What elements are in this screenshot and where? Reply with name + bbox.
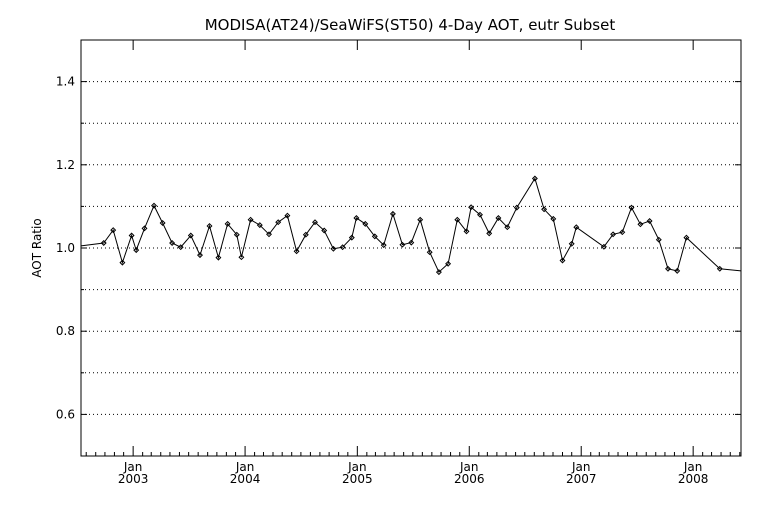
x-tick-month: Jan [683, 460, 703, 474]
data-point [256, 222, 263, 229]
data-point [177, 244, 184, 251]
data-point [559, 257, 566, 264]
series-group [80, 175, 742, 276]
data-point [371, 233, 378, 240]
data-point [463, 228, 470, 235]
data-point [293, 248, 300, 255]
x-tick-month: Jan [571, 460, 591, 474]
data-point [348, 234, 355, 241]
x-tick-year: 2007 [566, 472, 597, 486]
data-point [266, 231, 272, 238]
data-point [573, 224, 580, 231]
data-point [206, 223, 213, 229]
x-tick-year: 2006 [454, 472, 485, 486]
data-point [408, 239, 415, 246]
data-point [330, 245, 337, 252]
data-point [468, 204, 475, 211]
data-point [380, 242, 387, 249]
data-point [133, 247, 140, 254]
data-point [353, 215, 360, 221]
data-point [302, 231, 309, 238]
data-point [646, 218, 653, 224]
data-point [716, 265, 723, 272]
data-point [628, 204, 635, 211]
series-line [80, 177, 742, 273]
data-point [247, 216, 254, 223]
chart-title: MODISA(AT24)/SeaWiFS(ST50) 4-Day AOT, eu… [205, 16, 616, 34]
data-point [610, 231, 617, 238]
data-point [284, 212, 291, 219]
data-point [399, 241, 406, 248]
data-point [637, 221, 644, 228]
y-tick-label: 0.8 [56, 324, 75, 338]
data-point [477, 211, 483, 218]
data-point [486, 230, 493, 237]
data-point [683, 234, 690, 241]
data-point [321, 227, 328, 234]
data-point [312, 219, 318, 226]
plot-frame [80, 39, 742, 457]
data-point [655, 236, 662, 243]
data-point [454, 216, 461, 223]
x-tick-month: Jan [459, 460, 479, 474]
data-point [541, 206, 548, 213]
x-tick-year: 2008 [678, 472, 709, 486]
y-tick-label: 1.2 [56, 158, 75, 172]
data-point [674, 267, 681, 274]
data-point [215, 254, 222, 261]
data-point [362, 220, 369, 227]
y-tick-label: 1.0 [56, 241, 75, 255]
data-point [568, 240, 575, 247]
data-point [128, 232, 135, 239]
data-point [665, 265, 671, 272]
data-point [426, 249, 433, 256]
x-tick-year: 2005 [342, 472, 373, 486]
data-point [119, 259, 126, 266]
data-point [445, 260, 452, 267]
y-axis-label: AOT Ratio [30, 218, 44, 277]
data-point [435, 269, 442, 276]
x-tick-year: 2003 [118, 472, 149, 486]
data-point [141, 225, 148, 232]
data-point [513, 204, 520, 211]
data-point [169, 240, 176, 246]
x-tick-month: Jan [235, 460, 255, 474]
data-point [531, 175, 538, 182]
data-point [495, 215, 502, 221]
data-point [600, 243, 607, 250]
x-tick-month: Jan [123, 460, 143, 474]
x-axis: Jan2003Jan2004Jan2005Jan2006Jan2007Jan20… [85, 40, 741, 486]
grid [81, 81, 741, 415]
data-point [550, 215, 557, 222]
x-tick-month: Jan [347, 460, 367, 474]
data-point [389, 210, 396, 217]
y-tick-label: 1.4 [56, 75, 75, 89]
data-point [151, 202, 157, 209]
x-tick-year: 2004 [230, 472, 261, 486]
data-point [224, 220, 231, 227]
data-point [100, 240, 107, 246]
data-point [110, 227, 117, 234]
data-point [187, 232, 194, 239]
data-point [619, 229, 626, 236]
data-point [238, 254, 245, 261]
data-point [159, 220, 166, 226]
data-point [417, 216, 424, 223]
y-axis: 0.6 0.8 1.0 1.2 1.4 [56, 75, 741, 421]
data-point [275, 219, 282, 226]
data-point [233, 231, 240, 238]
y-tick-label: 0.6 [56, 407, 75, 421]
data-point [504, 224, 511, 231]
data-point [197, 252, 203, 259]
data-point [339, 244, 346, 251]
